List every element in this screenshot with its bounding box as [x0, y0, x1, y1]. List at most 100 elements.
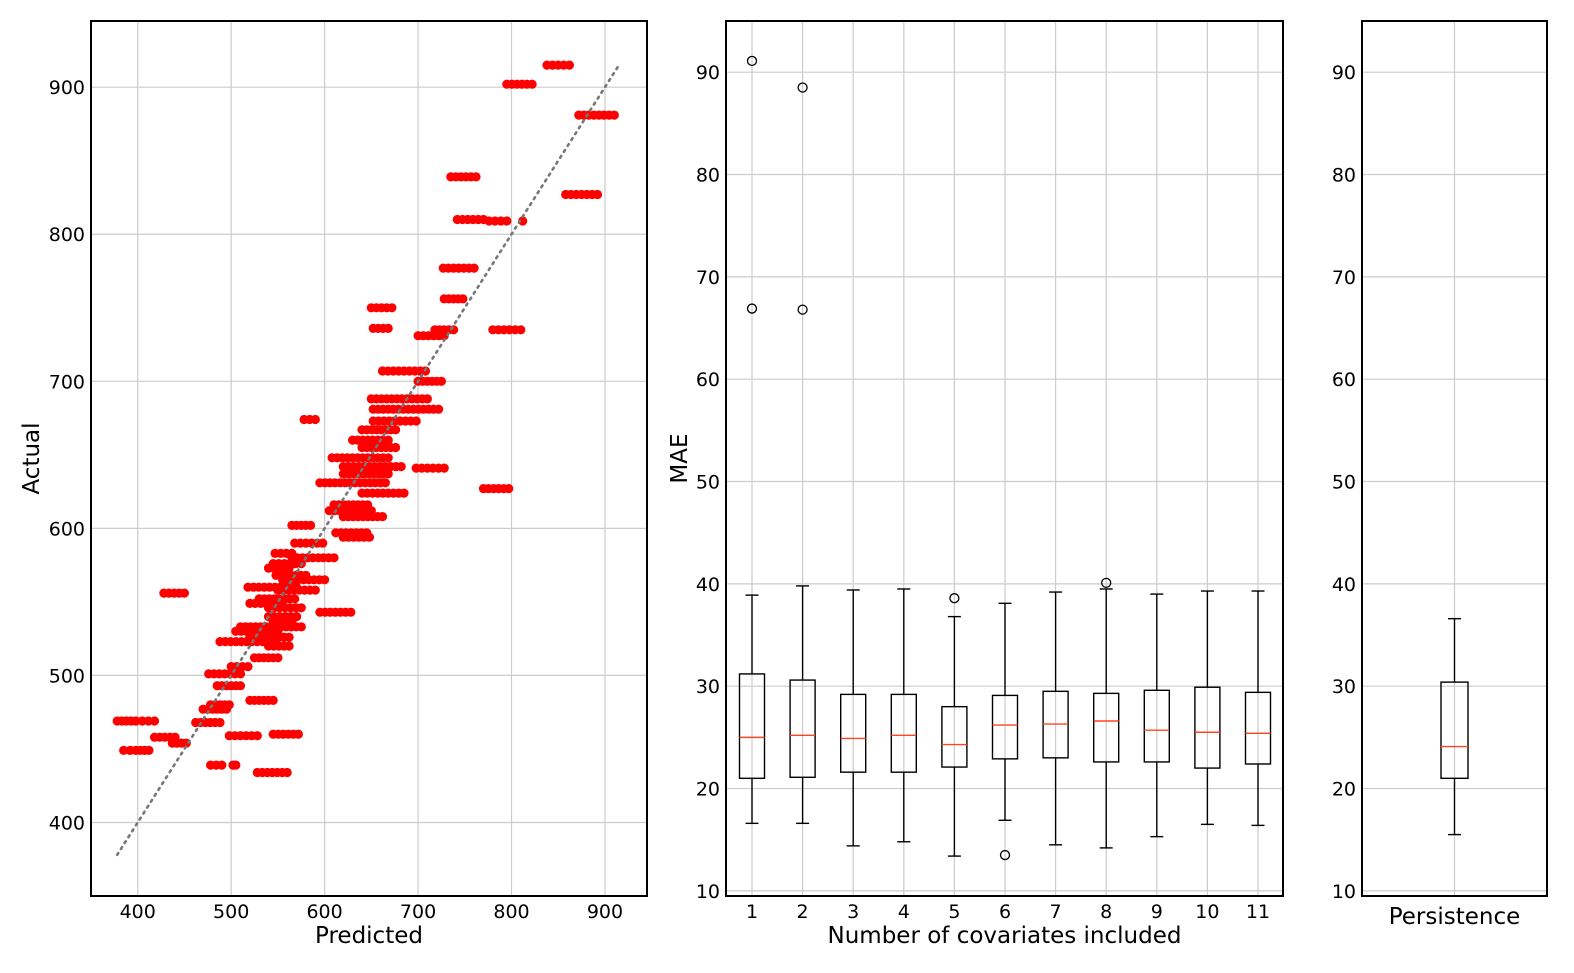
persistence-category-label: Persistence: [1389, 904, 1521, 930]
persistence-box: [1440, 617, 1469, 836]
persistence-boxplot-panel: 10 20 30 40 50 60 70 80 90 Persistence: [1332, 20, 1548, 930]
scatter-point: [504, 484, 514, 494]
box-y-tick-label: 30: [1332, 676, 1356, 698]
box-y-tick-label: 10: [696, 881, 720, 903]
box-8: [1092, 577, 1120, 849]
scatter-point: [527, 79, 537, 89]
box-x-tick-label: 7: [1050, 901, 1062, 923]
boxplot-axes-frame: [725, 20, 1284, 897]
box-10: [1194, 590, 1221, 826]
scatter-point: [364, 532, 375, 542]
box-iqr: [1244, 691, 1272, 765]
scatter-point: [439, 331, 449, 341]
scatter-point: [377, 511, 388, 522]
box-9: [1143, 593, 1171, 838]
box-y-tick-label: 80: [696, 165, 720, 187]
persistence-grid: [1362, 21, 1547, 896]
scatter-point: [296, 622, 306, 632]
scatter-point: [399, 488, 409, 498]
scatter-point: [516, 325, 526, 335]
scatter-y-tick-label: 600: [49, 518, 85, 540]
box-7: [1042, 591, 1069, 846]
box-3: [840, 589, 867, 847]
box-x-tick-label: 11: [1246, 901, 1270, 923]
scatter-point: [434, 404, 444, 414]
scatter-point: [235, 669, 246, 679]
box-y-tick-label: 40: [696, 574, 720, 596]
scatter-y-tick-label: 500: [49, 665, 85, 687]
persistence-axes-frame: [1361, 20, 1548, 897]
box-y-tick-label: 60: [1332, 369, 1356, 391]
box-persistence: [1440, 617, 1469, 836]
box-x-tick-label: 9: [1151, 901, 1163, 923]
scatter-point: [391, 442, 401, 453]
scatter-x-axis-label: Predicted: [315, 923, 423, 949]
scatter-point: [284, 563, 294, 573]
boxplot-x-axis-label: Number of covariates included: [828, 923, 1182, 949]
scatter-point: [469, 263, 479, 273]
scatter-point: [329, 553, 339, 563]
scatter-point: [119, 745, 129, 756]
box-y-tick-label: 90: [696, 62, 720, 84]
scatter-point: [290, 594, 300, 604]
scatter-point: [411, 416, 421, 426]
scatter-grid: [91, 21, 647, 896]
scatter-point: [383, 323, 393, 333]
scatter-point: [396, 462, 406, 472]
scatter-point: [293, 729, 303, 739]
scatter-y-tick-label: 400: [49, 812, 85, 834]
outlier-point: [999, 849, 1011, 861]
scatter-axes-frame: [90, 20, 648, 897]
scatter-point: [564, 60, 575, 70]
box-iqr: [738, 673, 766, 780]
scatter-points: [112, 60, 619, 778]
scatter-point: [144, 745, 154, 756]
scatter-point: [282, 767, 292, 778]
scatter-point: [346, 607, 356, 617]
scatter-point: [284, 641, 294, 651]
scatter-point: [179, 588, 189, 598]
box-x-tick-label: 4: [898, 901, 910, 923]
scatter-point: [391, 425, 401, 435]
scatter-x-tick-label: 400: [120, 901, 156, 923]
scatter-point: [131, 716, 141, 726]
box-y-tick-label: 50: [696, 472, 720, 494]
box-4: [890, 588, 917, 843]
scatter-point: [310, 585, 320, 595]
outlier-point: [797, 304, 808, 315]
box-1: [738, 55, 766, 825]
scatter-point: [320, 575, 330, 585]
scatter-point: [306, 520, 316, 531]
box-iqr: [1194, 686, 1221, 769]
scatter-point: [149, 716, 160, 726]
boxplot-tick-labels: 10 20 30 40 50 60 70 80 90 1 2 3 4 5 6 7 8 9 10 11: [696, 62, 1270, 923]
box-x-tick-label: 1: [746, 901, 758, 923]
scatter-x-tick-label: 900: [587, 901, 623, 923]
box-x-tick-label: 10: [1195, 901, 1219, 923]
scatter-x-tick-label: 800: [493, 901, 529, 923]
box-y-tick-label: 30: [696, 676, 720, 698]
box-iqr: [890, 693, 917, 773]
scatter-tick-labels: 400 500 600 700 800 900 400 500 600 700 800 900: [49, 77, 623, 923]
scatter-point: [268, 695, 278, 706]
scatter-point: [383, 453, 393, 463]
scatter-point: [252, 731, 262, 741]
box-iqr: [941, 705, 968, 768]
scatter-point: [592, 189, 603, 200]
box-y-tick-label: 40: [1332, 574, 1356, 596]
scatter-x-tick-label: 500: [213, 901, 249, 923]
box-2: [789, 82, 816, 825]
box-11: [1244, 590, 1272, 827]
box-6: [991, 602, 1019, 861]
scatter-point: [215, 717, 225, 728]
scatter-point: [235, 681, 246, 691]
box-x-tick-label: 6: [999, 901, 1011, 923]
box-y-tick-label: 20: [1332, 779, 1356, 801]
scatter-point: [231, 760, 241, 770]
box-iqr: [1143, 689, 1171, 763]
scatter-point: [318, 538, 328, 548]
box-5: [941, 593, 968, 857]
scatter-point: [609, 110, 619, 120]
scatter-point: [439, 463, 449, 473]
